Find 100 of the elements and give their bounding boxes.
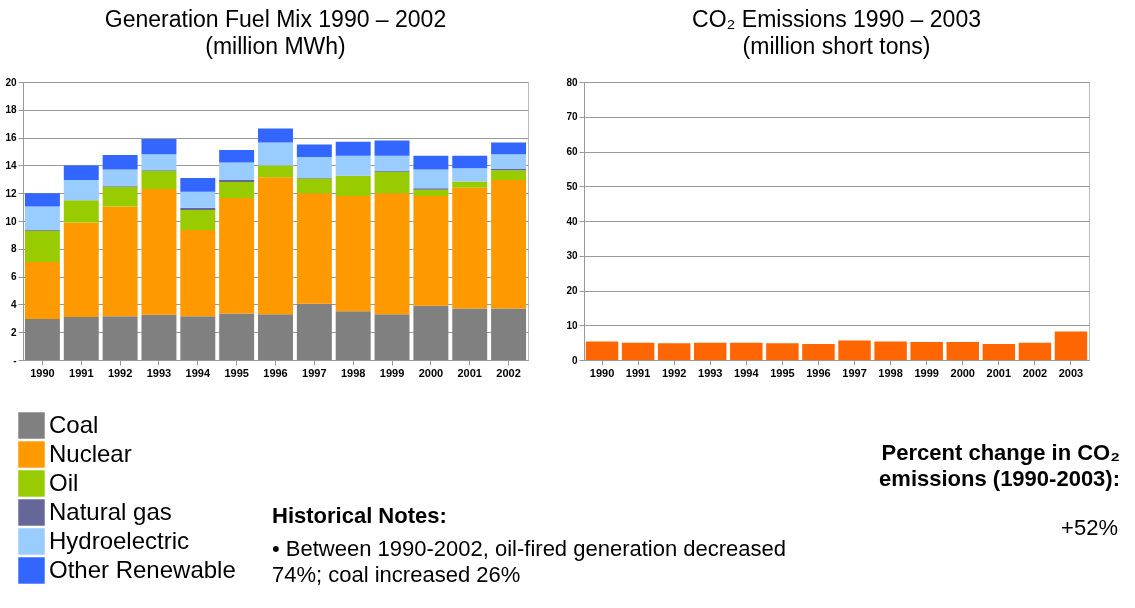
- bar: [24, 262, 60, 319]
- text: • Between 1990-2002, oil-fired generation decreased 74%; coal increased 26%: [272, 536, 788, 588]
- bar: [180, 316, 216, 360]
- bar: [63, 316, 99, 360]
- bar: [335, 141, 371, 156]
- x-tick-label: 1992: [661, 366, 687, 379]
- bar: [24, 230, 60, 263]
- x-tick-label: 1997: [842, 366, 867, 379]
- y-tick-label: 10: [566, 319, 578, 331]
- bar: [491, 170, 527, 180]
- bar: [452, 181, 488, 188]
- bar: [180, 209, 216, 231]
- bar: [258, 165, 293, 178]
- bar: [219, 162, 255, 180]
- bar: [335, 155, 371, 176]
- x-tick-label: 1994: [185, 366, 211, 379]
- x-tick-label: 1995: [770, 366, 795, 379]
- bar: [219, 179, 255, 183]
- y-tick-label: 2: [10, 326, 17, 338]
- x-tick-label: 1991: [625, 366, 651, 379]
- bar: [219, 313, 255, 360]
- y-tick-label: 4: [10, 298, 17, 310]
- x-tick-label: 2000: [418, 366, 444, 379]
- y-tick-label: 0: [571, 354, 578, 366]
- x-tick-label: 1996: [806, 366, 831, 379]
- bar: [413, 169, 449, 189]
- bar: [219, 150, 255, 163]
- x-tick-label: 1998: [340, 366, 366, 379]
- y-tick-label: 80: [566, 76, 578, 88]
- bar: [374, 314, 410, 360]
- bar: [24, 193, 60, 207]
- x-tick-label: 1993: [146, 366, 172, 379]
- bar: [180, 230, 216, 317]
- text: +52%: [1060, 515, 1118, 541]
- y-tick-label: 20: [566, 285, 578, 296]
- bar: [258, 177, 293, 315]
- bar: [63, 222, 99, 317]
- bar: [102, 169, 138, 187]
- bar: [102, 154, 138, 170]
- bar: [141, 154, 177, 171]
- bar: [452, 308, 488, 360]
- y-tick-label: 20: [5, 76, 17, 88]
- bar: [413, 189, 449, 196]
- bar: [258, 314, 293, 360]
- x-tick-label: 1990: [30, 366, 55, 379]
- x-tick-label: 2002: [1022, 366, 1048, 379]
- y-tick-label: 70: [566, 111, 578, 123]
- bar: [296, 178, 332, 194]
- bar: [141, 138, 177, 155]
- chart-title: CO₂ Emissions 1990 – 2003: [692, 6, 981, 32]
- y-tick-label: 12: [5, 187, 17, 199]
- bar: [258, 128, 293, 143]
- y-tick-label: 60: [566, 146, 578, 157]
- x-tick-label: 2002: [496, 366, 521, 379]
- text: Percent change in CO₂ emissions (1990-2003):: [878, 440, 1120, 492]
- legend-label: Nuclear: [49, 439, 132, 467]
- x-tick-label: 2001: [986, 366, 1012, 379]
- x-tick-label: 1998: [878, 366, 903, 379]
- bar: [141, 314, 177, 360]
- x-tick-label: 2001: [457, 366, 482, 379]
- bar: [335, 311, 371, 360]
- bar: [452, 168, 488, 182]
- bar: [491, 308, 527, 360]
- bar: [102, 206, 138, 317]
- bar: [491, 142, 527, 155]
- y-tick-label: 50: [566, 180, 578, 192]
- chart-subtitle: (million short tons): [742, 33, 931, 59]
- y-tick-label: 8: [10, 243, 17, 255]
- legend-label: Hydroelectric: [49, 526, 190, 554]
- bar: [102, 186, 138, 207]
- bar: [296, 144, 332, 158]
- y-tick-label: 40: [566, 215, 578, 227]
- chart-subtitle: (million MWh): [205, 33, 346, 59]
- x-tick-label: 1992: [107, 366, 133, 379]
- bar: [296, 303, 332, 360]
- bar: [219, 182, 255, 199]
- chart-title: Generation Fuel Mix 1990 – 2002: [104, 6, 447, 32]
- y-tick-label: 30: [566, 250, 578, 262]
- x-tick-label: 1999: [379, 366, 405, 379]
- bar: [296, 193, 332, 304]
- bar: [452, 187, 488, 309]
- bar: [491, 180, 527, 309]
- y-tick-label: -: [13, 354, 17, 366]
- x-tick-label: 1994: [734, 366, 760, 379]
- bar: [335, 195, 371, 312]
- bar: [374, 155, 410, 171]
- legend-label: Oil: [49, 468, 79, 496]
- bar: [24, 319, 60, 360]
- bar: [413, 155, 449, 170]
- y-tick-label: 10: [5, 215, 17, 227]
- bar: [141, 189, 177, 315]
- legend-label: Natural gas: [49, 497, 172, 525]
- bar: [219, 198, 255, 314]
- x-tick-label: 1999: [914, 366, 939, 379]
- bar: [413, 195, 449, 306]
- bar: [63, 200, 99, 223]
- bar: [452, 155, 488, 169]
- bar: [180, 177, 216, 192]
- bar: [374, 171, 410, 194]
- x-tick-label: 1996: [263, 366, 288, 379]
